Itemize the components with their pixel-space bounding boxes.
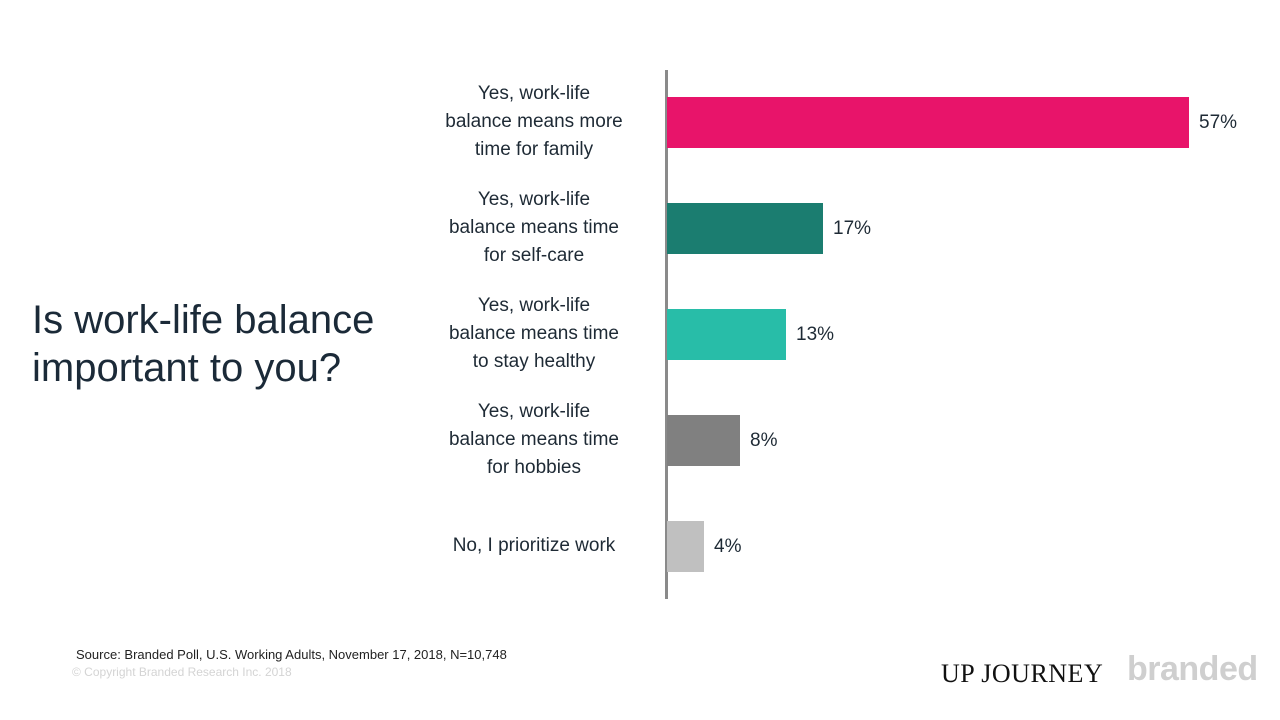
category-label-line: Yes, work-life bbox=[477, 295, 591, 316]
bar bbox=[667, 521, 704, 572]
value-label: 4% bbox=[714, 536, 742, 557]
category-label-line: time for family bbox=[474, 139, 594, 160]
value-label: 57% bbox=[1199, 112, 1238, 133]
bar bbox=[667, 415, 740, 466]
value-label: 8% bbox=[750, 430, 778, 451]
bar bbox=[667, 309, 786, 360]
category-label-line: No, I prioritize work bbox=[452, 535, 616, 556]
category-label-line: to stay healthy bbox=[472, 351, 596, 372]
category-label-line: for self-care bbox=[483, 245, 585, 266]
category-label-line: balance means time bbox=[448, 323, 620, 344]
branded-logo: branded bbox=[1127, 650, 1258, 688]
source-note: Source: Branded Poll, U.S. Working Adult… bbox=[76, 647, 507, 662]
category-label: Yes, work-life balance means time to stay … bbox=[424, 292, 644, 376]
category-label-line: Yes, work-life bbox=[477, 189, 591, 210]
category-label: Yes, work-life balance means time for self… bbox=[424, 186, 644, 270]
category-label-line: balance means more bbox=[445, 111, 623, 132]
category-label-line: balance means time bbox=[448, 429, 620, 450]
upjourney-logo: UP JOURNEY bbox=[941, 659, 1104, 688]
page-title: Is work-life balance important to you? bbox=[32, 296, 374, 392]
category-label: Yes, work-life balance means time for hobb… bbox=[424, 398, 644, 482]
bar bbox=[667, 97, 1189, 148]
category-label: Yes, work-life balance means more time for… bbox=[424, 80, 644, 164]
title-line-1: Is work-life balance bbox=[32, 298, 375, 342]
category-label-line: Yes, work-life bbox=[477, 83, 591, 104]
category-label-line: Yes, work-life bbox=[477, 401, 591, 422]
title-line-2: important to you? bbox=[32, 346, 342, 390]
bar bbox=[667, 203, 823, 254]
category-label: No, I prioritize work bbox=[424, 532, 644, 560]
category-label-line: for hobbies bbox=[486, 457, 581, 478]
y-axis-line bbox=[665, 70, 668, 599]
value-label: 13% bbox=[796, 324, 835, 345]
copyright-note: © Copyright Branded Research Inc. 2018 bbox=[72, 665, 292, 679]
category-label-line: balance means time bbox=[448, 217, 620, 238]
value-label: 17% bbox=[833, 218, 872, 239]
